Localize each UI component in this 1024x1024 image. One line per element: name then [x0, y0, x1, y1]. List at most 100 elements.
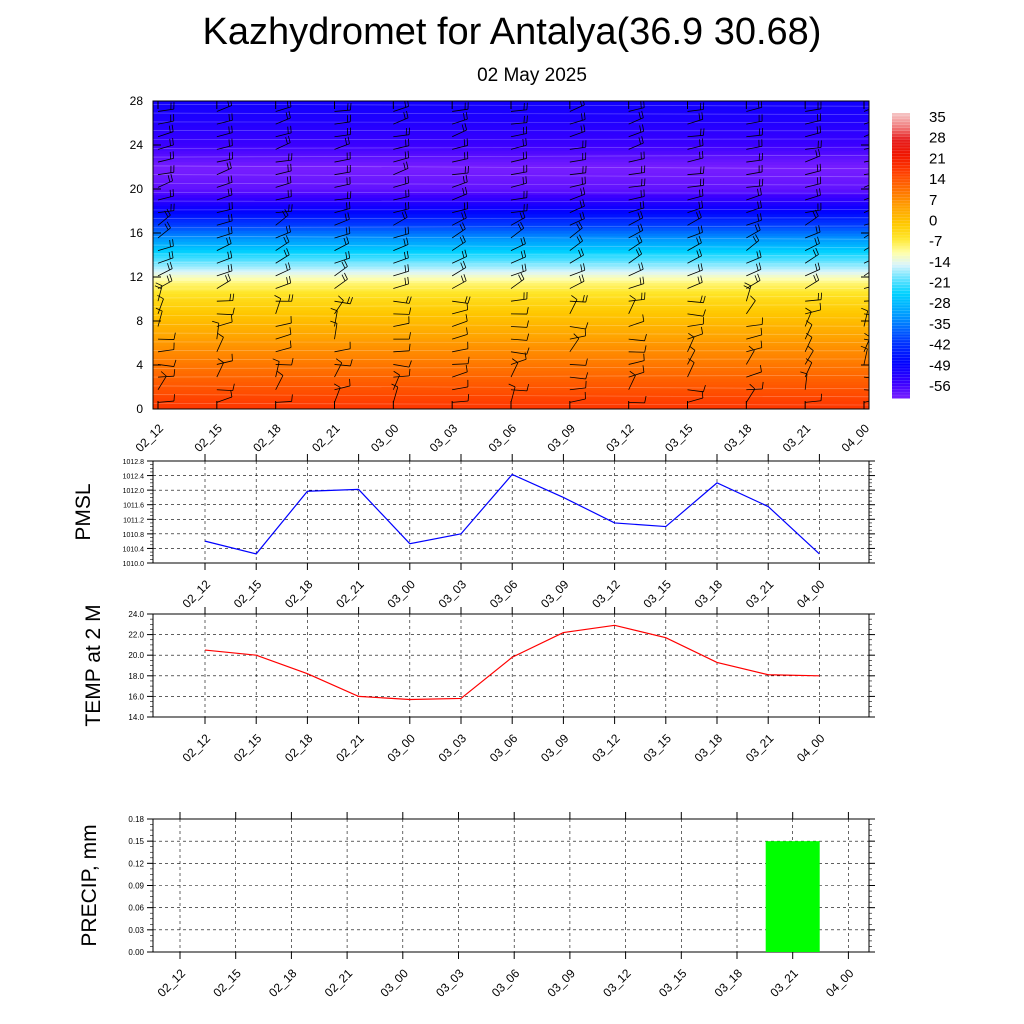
- wind-barb: [275, 394, 293, 403]
- wind-barb-flag: [700, 295, 703, 303]
- temperature-band: [153, 279, 869, 284]
- wind-barb-shaft: [628, 371, 645, 378]
- wind-barb-shaft: [863, 376, 869, 379]
- wind-barb-flag: [291, 358, 294, 366]
- isotherm-line: [153, 174, 869, 178]
- wind-barb-flag: [760, 101, 763, 108]
- colorbar-swatch: [892, 223, 910, 227]
- wind-barb-flag: [759, 187, 762, 195]
- temperature-band: [153, 123, 869, 127]
- x-tick-label: 02_21: [309, 421, 343, 455]
- wind-barb-flag: [875, 113, 876, 120]
- wind-barb: [863, 147, 869, 150]
- wind-barb-flag: [229, 293, 232, 301]
- wind-barb: [275, 327, 292, 340]
- wind-barb-shaft: [452, 386, 468, 391]
- colorbar-swatch: [892, 357, 910, 361]
- wind-barb-flag: [816, 189, 818, 197]
- wind-barb-shaft: [275, 347, 292, 353]
- wind-barb-flag: [408, 307, 412, 315]
- temperature-band: [153, 186, 869, 190]
- wind-barb: [334, 296, 353, 305]
- wind-barb-shaft: [510, 389, 527, 392]
- wind-barb-flag: [169, 189, 172, 197]
- colorbar-swatch: [892, 366, 910, 370]
- colorbar-swatch: [892, 249, 910, 254]
- wind-barb: [275, 340, 292, 353]
- wind-barb-flag: [404, 265, 407, 273]
- wind-barb-flag: [171, 250, 174, 259]
- wind-barb-flag: [291, 394, 293, 402]
- wind-barb-flag: [344, 137, 348, 145]
- colorbar-swatch: [892, 360, 910, 364]
- wind-barb-flag: [401, 212, 405, 219]
- colorbar-swatch: [892, 368, 910, 373]
- wind-barb: [334, 226, 351, 239]
- wind-barb-flag: [874, 175, 876, 182]
- wind-barb: [216, 314, 233, 327]
- wind-barb-shaft: [687, 350, 696, 365]
- x-tick-label: 02_18: [282, 731, 316, 765]
- wind-barb: [510, 190, 528, 201]
- y-tick-label: 20: [130, 182, 144, 196]
- wind-barb-flag: [701, 326, 703, 334]
- wind-barb-flag: [286, 101, 289, 108]
- wind-barb-flag: [864, 332, 869, 337]
- temperature-band: [153, 260, 869, 264]
- colorbar-swatch: [892, 127, 910, 131]
- wind-barb-flag: [466, 302, 469, 310]
- wind-barb: [569, 322, 589, 330]
- temperature-band: [153, 172, 869, 176]
- wind-barb-flag: [696, 237, 700, 245]
- colorbar-swatch: [892, 272, 910, 277]
- wind-barb-flag: [230, 250, 233, 258]
- wind-barb-flag: [520, 272, 525, 280]
- wind-barb-flag: [287, 262, 291, 270]
- wind-barb-flag: [231, 125, 233, 133]
- wind-barb-flag: [818, 225, 821, 233]
- wind-barb: [628, 136, 644, 150]
- wind-barb: [805, 176, 822, 188]
- wind-barb-flag: [758, 262, 762, 270]
- temperature-band: [153, 299, 869, 303]
- wind-barb-flag: [582, 211, 585, 219]
- temperature-band: [153, 235, 869, 240]
- colorbar-label: -7: [929, 233, 942, 250]
- wind-barb: [216, 353, 233, 365]
- wind-barb: [628, 333, 647, 342]
- x-tick-label: 03_18: [721, 421, 755, 455]
- colorbar-swatch: [892, 299, 910, 303]
- wind-barb: [628, 235, 643, 251]
- wind-barb: [628, 110, 644, 125]
- x-tick-label: 03_21: [743, 731, 777, 765]
- temperature-band: [153, 224, 869, 229]
- chart-title: Kazhydromet for Antalya(36.9 30.68): [202, 11, 822, 53]
- colorbar-swatch: [892, 176, 910, 181]
- wind-barb-shaft: [216, 396, 233, 403]
- wind-barb-flag: [880, 310, 882, 317]
- wind-barb-flag: [877, 199, 879, 206]
- wind-barb-flag: [508, 383, 516, 388]
- wind-barb: [569, 358, 588, 366]
- wind-barb: [334, 165, 351, 176]
- wind-barb-flag: [230, 390, 233, 398]
- temp-panel: 14.0 16.0 18.0 20.0 22.0 24.0 02_12 02_15 02_18 0…: [82, 604, 875, 765]
- wind-barb-flag: [171, 124, 174, 132]
- colorbar-swatch: [892, 310, 910, 315]
- wind-barb: [393, 101, 409, 112]
- x-tick-label: 02_18: [266, 966, 300, 1000]
- temperature-band: [153, 178, 869, 182]
- wind-barb-flag: [230, 187, 233, 195]
- wind-barb-flag: [699, 139, 701, 147]
- wind-barbs: [154, 101, 882, 404]
- wind-barb-flag: [226, 162, 230, 170]
- wind-barb-shaft: [334, 387, 341, 403]
- wind-barb-flag: [286, 277, 289, 285]
- wind-barb-flag: [169, 239, 171, 248]
- wind-barb-shaft: [510, 326, 527, 328]
- wind-barb-flag: [407, 264, 410, 272]
- wind-barb-flag: [463, 274, 467, 281]
- wind-barb-shaft: [452, 309, 468, 315]
- y-tick-label: 0.03: [128, 926, 144, 935]
- x-tick-label: 02_21: [333, 731, 367, 765]
